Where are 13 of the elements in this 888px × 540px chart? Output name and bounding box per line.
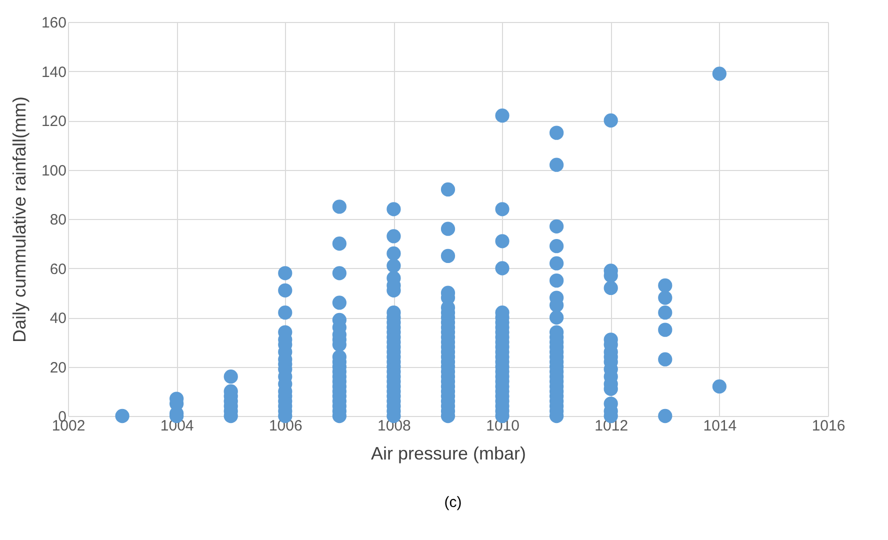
y-tick-label: 40: [50, 310, 66, 327]
y-tick-label: 160: [41, 14, 66, 32]
y-tick-label: 140: [41, 64, 66, 81]
y-tick-label: 100: [41, 162, 66, 180]
text: (c): [444, 494, 462, 511]
x-tick-label: 1014: [703, 418, 737, 434]
x-axis-title: Air pressure (mbar): [370, 444, 526, 464]
y-tick-label: 80: [50, 212, 66, 228]
x-tick-label: 1016: [812, 418, 846, 434]
y-tick-label: 20: [50, 359, 66, 376]
y-tick-label: 60: [50, 260, 66, 278]
y-axis-title: Daily cummulative rainfall(mm): [9, 96, 30, 343]
y-tick-label: 120: [41, 113, 66, 130]
